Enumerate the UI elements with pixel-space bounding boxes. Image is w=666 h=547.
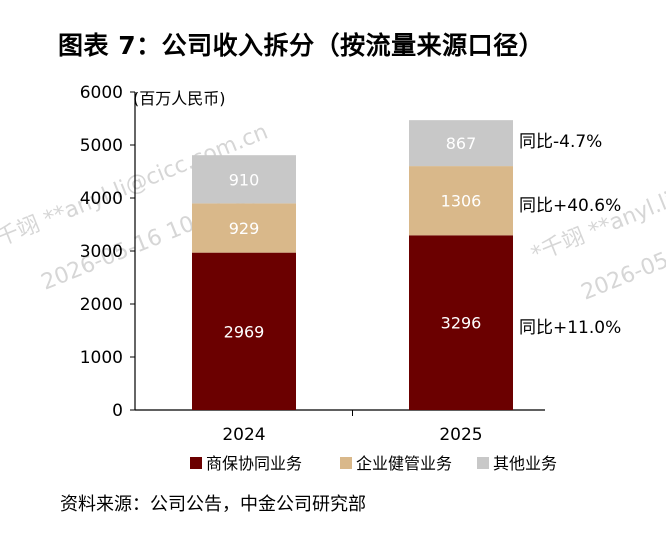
yoy-annotation: 同比+40.6% — [519, 196, 621, 216]
y-tick-label: 6000 — [80, 83, 123, 103]
axes: 0 1000 2000 3000 4000 5000 6000 (百万人民币) 2024 2025 — [80, 83, 545, 445]
legend-swatch — [340, 457, 352, 469]
bar-value-label: 929 — [229, 219, 260, 238]
bar-value-label: 3296 — [441, 314, 482, 333]
bar-segment — [192, 252, 296, 410]
bar-value-label: 910 — [229, 170, 260, 189]
legend-swatch — [190, 457, 202, 469]
y-tick-label: 3000 — [80, 242, 123, 262]
bars — [192, 120, 513, 410]
chart-title: 图表 7：公司收入拆分（按流量来源口径） — [58, 31, 545, 60]
bar-value-label: 2969 — [224, 322, 265, 341]
x-tick-label: 2024 — [222, 425, 265, 445]
bar-segment — [409, 120, 513, 167]
legend: 商保协同业务 企业健管业务 其他业务 — [190, 454, 557, 473]
bar-segment — [192, 203, 296, 253]
y-tick-label: 2000 — [80, 295, 123, 315]
legend-swatch — [477, 457, 489, 469]
y-tick-label: 0 — [112, 401, 123, 421]
yoy-annotation: 同比-4.7% — [519, 132, 602, 152]
y-axis-unit-label: (百万人民币) — [133, 89, 226, 108]
y-tick-label: 4000 — [80, 189, 123, 209]
yoy-annotation: 同比+11.0% — [519, 318, 621, 338]
data-labels: 2969 929 910 3296 1306 867 同比-4.7% 同比+40.6% 同比+1… — [224, 132, 622, 341]
y-tick-label: 5000 — [80, 136, 123, 156]
y-tick-label: 1000 — [80, 348, 123, 368]
source-note: 资料来源：公司公告，中金公司研究部 — [60, 494, 366, 515]
bar-segment — [192, 155, 296, 204]
legend-label: 其他业务 — [493, 454, 557, 473]
x-tick-label: 2025 — [439, 425, 482, 445]
bar-segment — [409, 235, 513, 410]
bar-segment — [409, 166, 513, 236]
legend-label: 企业健管业务 — [356, 454, 452, 473]
bar-value-label: 867 — [446, 134, 477, 153]
bar-value-label: 1306 — [441, 192, 482, 211]
legend-label: 商保协同业务 — [206, 454, 302, 473]
